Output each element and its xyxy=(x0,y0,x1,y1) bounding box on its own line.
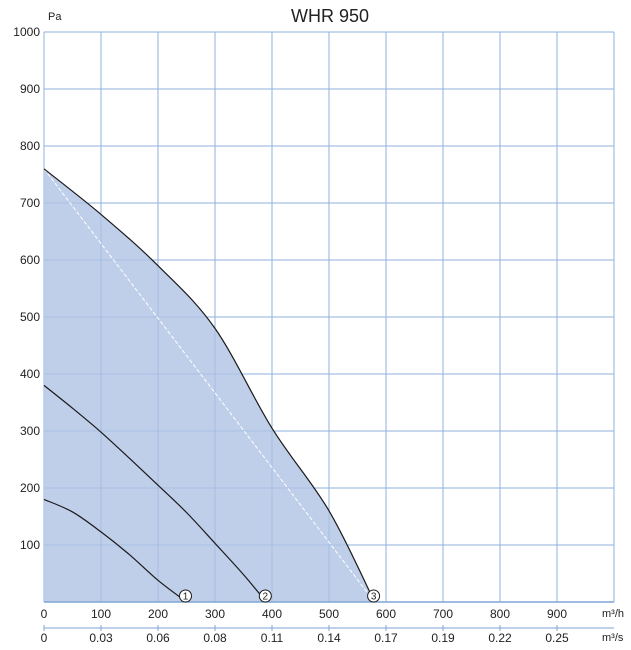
y-tick-label: 1000 xyxy=(13,25,40,39)
y-tick-label: 800 xyxy=(20,139,40,153)
reference-line xyxy=(43,168,375,603)
curve-marker-label-1: 1 xyxy=(183,592,189,603)
curve-marker-label-2: 2 xyxy=(263,592,269,603)
y-tick-label: 600 xyxy=(20,253,40,267)
y-tick-label: 700 xyxy=(20,196,40,210)
curve-marker-label-3: 3 xyxy=(371,592,377,603)
x2-tick-label: 0.14 xyxy=(317,631,341,645)
x-tick-label: 800 xyxy=(490,607,510,621)
x-tick-label: 100 xyxy=(91,607,111,621)
y-tick-label: 500 xyxy=(20,310,40,324)
x2-tick-label: 0.03 xyxy=(89,631,113,645)
x2-tick-label: 0.11 xyxy=(261,631,284,645)
x2-tick-label: 0.25 xyxy=(545,631,569,645)
y-tick-label: 400 xyxy=(20,367,40,381)
y-tick-label: 100 xyxy=(20,538,40,552)
curve-marker-2 xyxy=(258,589,272,603)
x-tick-label: 200 xyxy=(148,607,168,621)
x2-tick-label: 0.17 xyxy=(374,631,398,645)
fan-curve-1 xyxy=(43,498,187,603)
x-tick-label: 300 xyxy=(205,607,225,621)
x2-tick-label: 0.22 xyxy=(488,631,512,645)
x2-tick-label: 0.08 xyxy=(203,631,227,645)
x2-tick-label: 0.06 xyxy=(146,631,170,645)
y-tick-label: 200 xyxy=(20,481,40,495)
x-tick-label: 700 xyxy=(433,607,453,621)
x-tick-label: 400 xyxy=(262,607,282,621)
x-tick-label: 500 xyxy=(319,607,339,621)
y-tick-label: 300 xyxy=(20,424,40,438)
chart-title: WHR 950 xyxy=(291,6,369,26)
curve-marker-3 xyxy=(367,589,381,603)
x-tick-label: 600 xyxy=(376,607,396,621)
x2-axis-unit: m³/s xyxy=(602,632,624,644)
y-axis-unit: Pa xyxy=(48,11,62,23)
x-tick-label: 900 xyxy=(547,607,567,621)
x-axis-unit: m³/h xyxy=(602,608,624,620)
fan-curve-3 xyxy=(43,168,376,603)
x2-tick-label: 0 xyxy=(41,631,48,645)
x-tick-label: 0 xyxy=(41,607,48,621)
y-tick-label: 900 xyxy=(20,82,40,96)
x2-tick-label: 0.19 xyxy=(431,631,455,645)
fan-curve-2 xyxy=(43,384,267,603)
curve-marker-1 xyxy=(179,589,192,603)
